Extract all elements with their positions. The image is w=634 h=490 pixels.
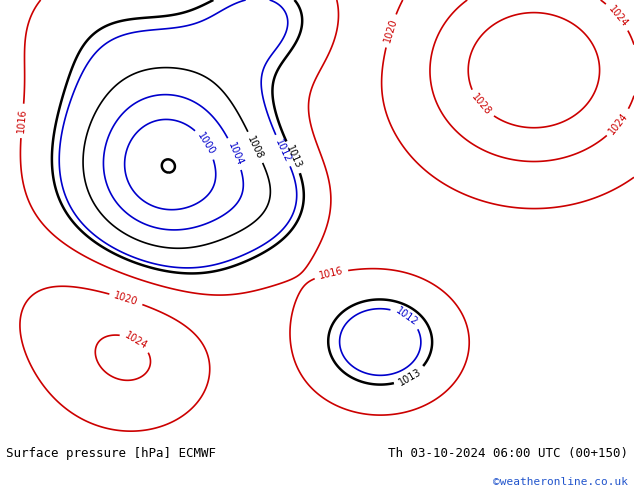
Text: 1012: 1012: [393, 305, 419, 328]
Text: Th 03-10-2024 06:00 UTC (00+150): Th 03-10-2024 06:00 UTC (00+150): [387, 447, 628, 461]
Text: 1016: 1016: [318, 266, 344, 281]
Text: 1024: 1024: [123, 330, 149, 351]
Text: 1004: 1004: [226, 141, 245, 167]
Text: 1013: 1013: [284, 144, 303, 171]
Text: Surface pressure [hPa] ECMWF: Surface pressure [hPa] ECMWF: [6, 447, 216, 461]
Text: 1020: 1020: [382, 18, 399, 44]
Text: 1024: 1024: [607, 110, 630, 136]
Text: 1008: 1008: [245, 134, 265, 161]
Text: ©weatheronline.co.uk: ©weatheronline.co.uk: [493, 477, 628, 488]
Text: 1012: 1012: [273, 137, 293, 164]
Text: 1016: 1016: [16, 108, 29, 133]
Text: 1013: 1013: [397, 367, 423, 388]
Text: 1000: 1000: [195, 131, 217, 157]
Text: 1028: 1028: [469, 92, 493, 117]
Text: 1020: 1020: [113, 291, 139, 307]
Text: 1024: 1024: [606, 3, 630, 29]
